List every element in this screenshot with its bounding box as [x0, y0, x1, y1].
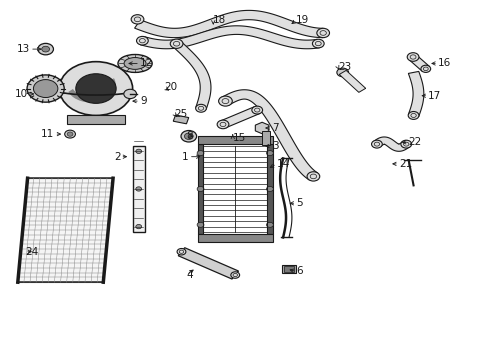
Text: 11: 11 — [41, 129, 54, 139]
Text: 2: 2 — [114, 152, 121, 162]
Circle shape — [197, 186, 204, 192]
Circle shape — [177, 248, 186, 255]
Circle shape — [136, 225, 142, 229]
Circle shape — [136, 187, 142, 191]
Bar — [262, 131, 270, 145]
Text: 18: 18 — [213, 15, 226, 26]
Text: 12: 12 — [140, 58, 153, 68]
Bar — [267, 144, 273, 234]
Circle shape — [317, 28, 330, 38]
Polygon shape — [135, 10, 323, 38]
Circle shape — [337, 68, 348, 77]
Text: 21: 21 — [399, 159, 412, 169]
Circle shape — [219, 96, 232, 106]
Polygon shape — [178, 248, 239, 279]
Circle shape — [27, 75, 64, 102]
Circle shape — [267, 222, 273, 227]
Ellipse shape — [118, 54, 152, 72]
Circle shape — [217, 120, 229, 129]
Circle shape — [407, 53, 419, 61]
Circle shape — [307, 172, 320, 181]
Text: 20: 20 — [164, 82, 177, 93]
Polygon shape — [410, 56, 430, 71]
Text: 1: 1 — [182, 152, 189, 162]
Circle shape — [67, 132, 73, 136]
Circle shape — [197, 150, 204, 156]
Circle shape — [184, 133, 193, 139]
Bar — [133, 146, 145, 232]
Circle shape — [65, 130, 75, 138]
Circle shape — [38, 43, 53, 55]
Polygon shape — [220, 107, 260, 128]
Polygon shape — [221, 90, 318, 180]
Text: 17: 17 — [428, 91, 441, 101]
Circle shape — [408, 112, 419, 120]
Bar — [67, 116, 125, 125]
Text: 15: 15 — [233, 133, 246, 143]
Circle shape — [170, 39, 183, 48]
Text: 14: 14 — [277, 159, 290, 169]
Polygon shape — [373, 137, 410, 151]
Text: 16: 16 — [438, 58, 451, 68]
Text: 24: 24 — [25, 247, 38, 257]
Polygon shape — [339, 71, 366, 93]
Circle shape — [59, 62, 133, 116]
Text: 23: 23 — [338, 62, 351, 72]
Circle shape — [231, 272, 240, 278]
Bar — [197, 136, 273, 144]
Polygon shape — [172, 41, 211, 109]
Circle shape — [42, 46, 49, 52]
Circle shape — [371, 140, 382, 148]
Circle shape — [137, 36, 148, 45]
Circle shape — [421, 65, 431, 72]
Bar — [282, 265, 296, 273]
Bar — [284, 266, 294, 272]
Text: 8: 8 — [186, 131, 193, 141]
Polygon shape — [140, 26, 319, 49]
Bar — [173, 115, 189, 124]
Circle shape — [124, 89, 137, 99]
Text: 3: 3 — [272, 141, 278, 151]
Polygon shape — [255, 122, 269, 134]
Text: 9: 9 — [140, 96, 147, 106]
Polygon shape — [408, 71, 424, 116]
Polygon shape — [18, 178, 113, 282]
Bar — [197, 144, 203, 234]
Text: 6: 6 — [296, 266, 303, 276]
Text: 25: 25 — [174, 109, 187, 119]
Circle shape — [252, 106, 263, 114]
Circle shape — [196, 104, 206, 112]
Text: 22: 22 — [409, 138, 422, 147]
Circle shape — [136, 149, 142, 153]
Circle shape — [33, 80, 58, 98]
Circle shape — [197, 222, 204, 227]
Text: 19: 19 — [296, 15, 310, 26]
Ellipse shape — [124, 58, 146, 69]
Text: 5: 5 — [296, 198, 303, 208]
Text: 4: 4 — [186, 270, 193, 280]
Bar — [197, 234, 273, 242]
Text: 7: 7 — [272, 123, 278, 133]
Circle shape — [76, 74, 116, 103]
Circle shape — [181, 131, 196, 142]
Circle shape — [267, 150, 273, 156]
Circle shape — [267, 186, 273, 192]
Circle shape — [401, 140, 412, 148]
Text: 10: 10 — [14, 89, 27, 99]
Circle shape — [131, 15, 144, 24]
Circle shape — [313, 39, 324, 48]
Text: 13: 13 — [17, 44, 30, 54]
